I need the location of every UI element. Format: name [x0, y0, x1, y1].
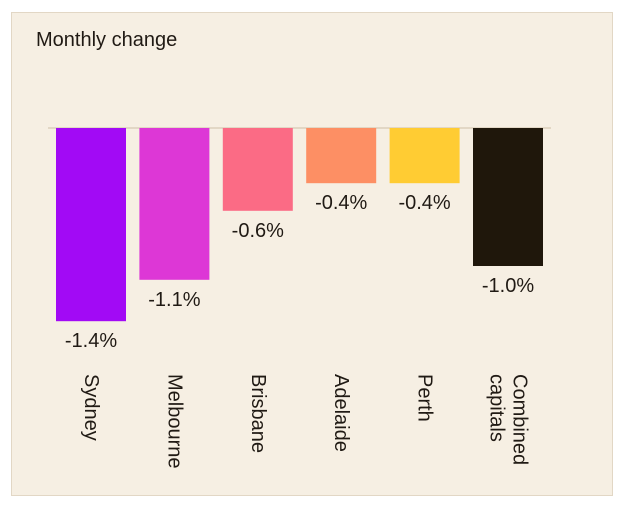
- category-label-line: capitals: [486, 374, 508, 442]
- category-label-line: Adelaide: [330, 374, 352, 452]
- category-label-line: Melbourne: [163, 374, 185, 469]
- category-label-line: Combined: [509, 374, 531, 465]
- category-label: Melbourne: [163, 374, 185, 469]
- value-label: -0.6%: [232, 220, 284, 242]
- category-label: Sydney: [80, 374, 102, 441]
- category-label-line: Perth: [414, 374, 436, 422]
- bar-sydney: [56, 128, 126, 322]
- category-label-line: Sydney: [80, 374, 102, 441]
- bar-combined-capitals: [473, 128, 543, 266]
- value-label: -1.0%: [482, 275, 534, 297]
- bar-adelaide: [306, 128, 377, 184]
- chart-title: Monthly change: [36, 29, 178, 51]
- value-label: -0.4%: [315, 192, 367, 214]
- value-label: -1.1%: [148, 289, 200, 311]
- category-labels-group: Sydney Melbourne Brisbane Adelaide Perth Comb…: [80, 374, 531, 469]
- bars-group: [56, 128, 543, 322]
- category-label: Perth: [414, 374, 436, 422]
- value-labels-group: -1.4% -1.1% -0.6% -0.4% -0.4% -1.0%: [65, 192, 534, 352]
- bar-brisbane: [222, 128, 293, 211]
- bar-perth: [389, 128, 460, 184]
- category-label-line: Brisbane: [247, 374, 269, 453]
- bar-melbourne: [139, 128, 210, 280]
- category-label: Adelaide: [330, 374, 352, 452]
- category-label: Brisbane: [247, 374, 269, 453]
- value-label: -1.4%: [65, 330, 117, 352]
- value-label: -0.4%: [398, 192, 450, 214]
